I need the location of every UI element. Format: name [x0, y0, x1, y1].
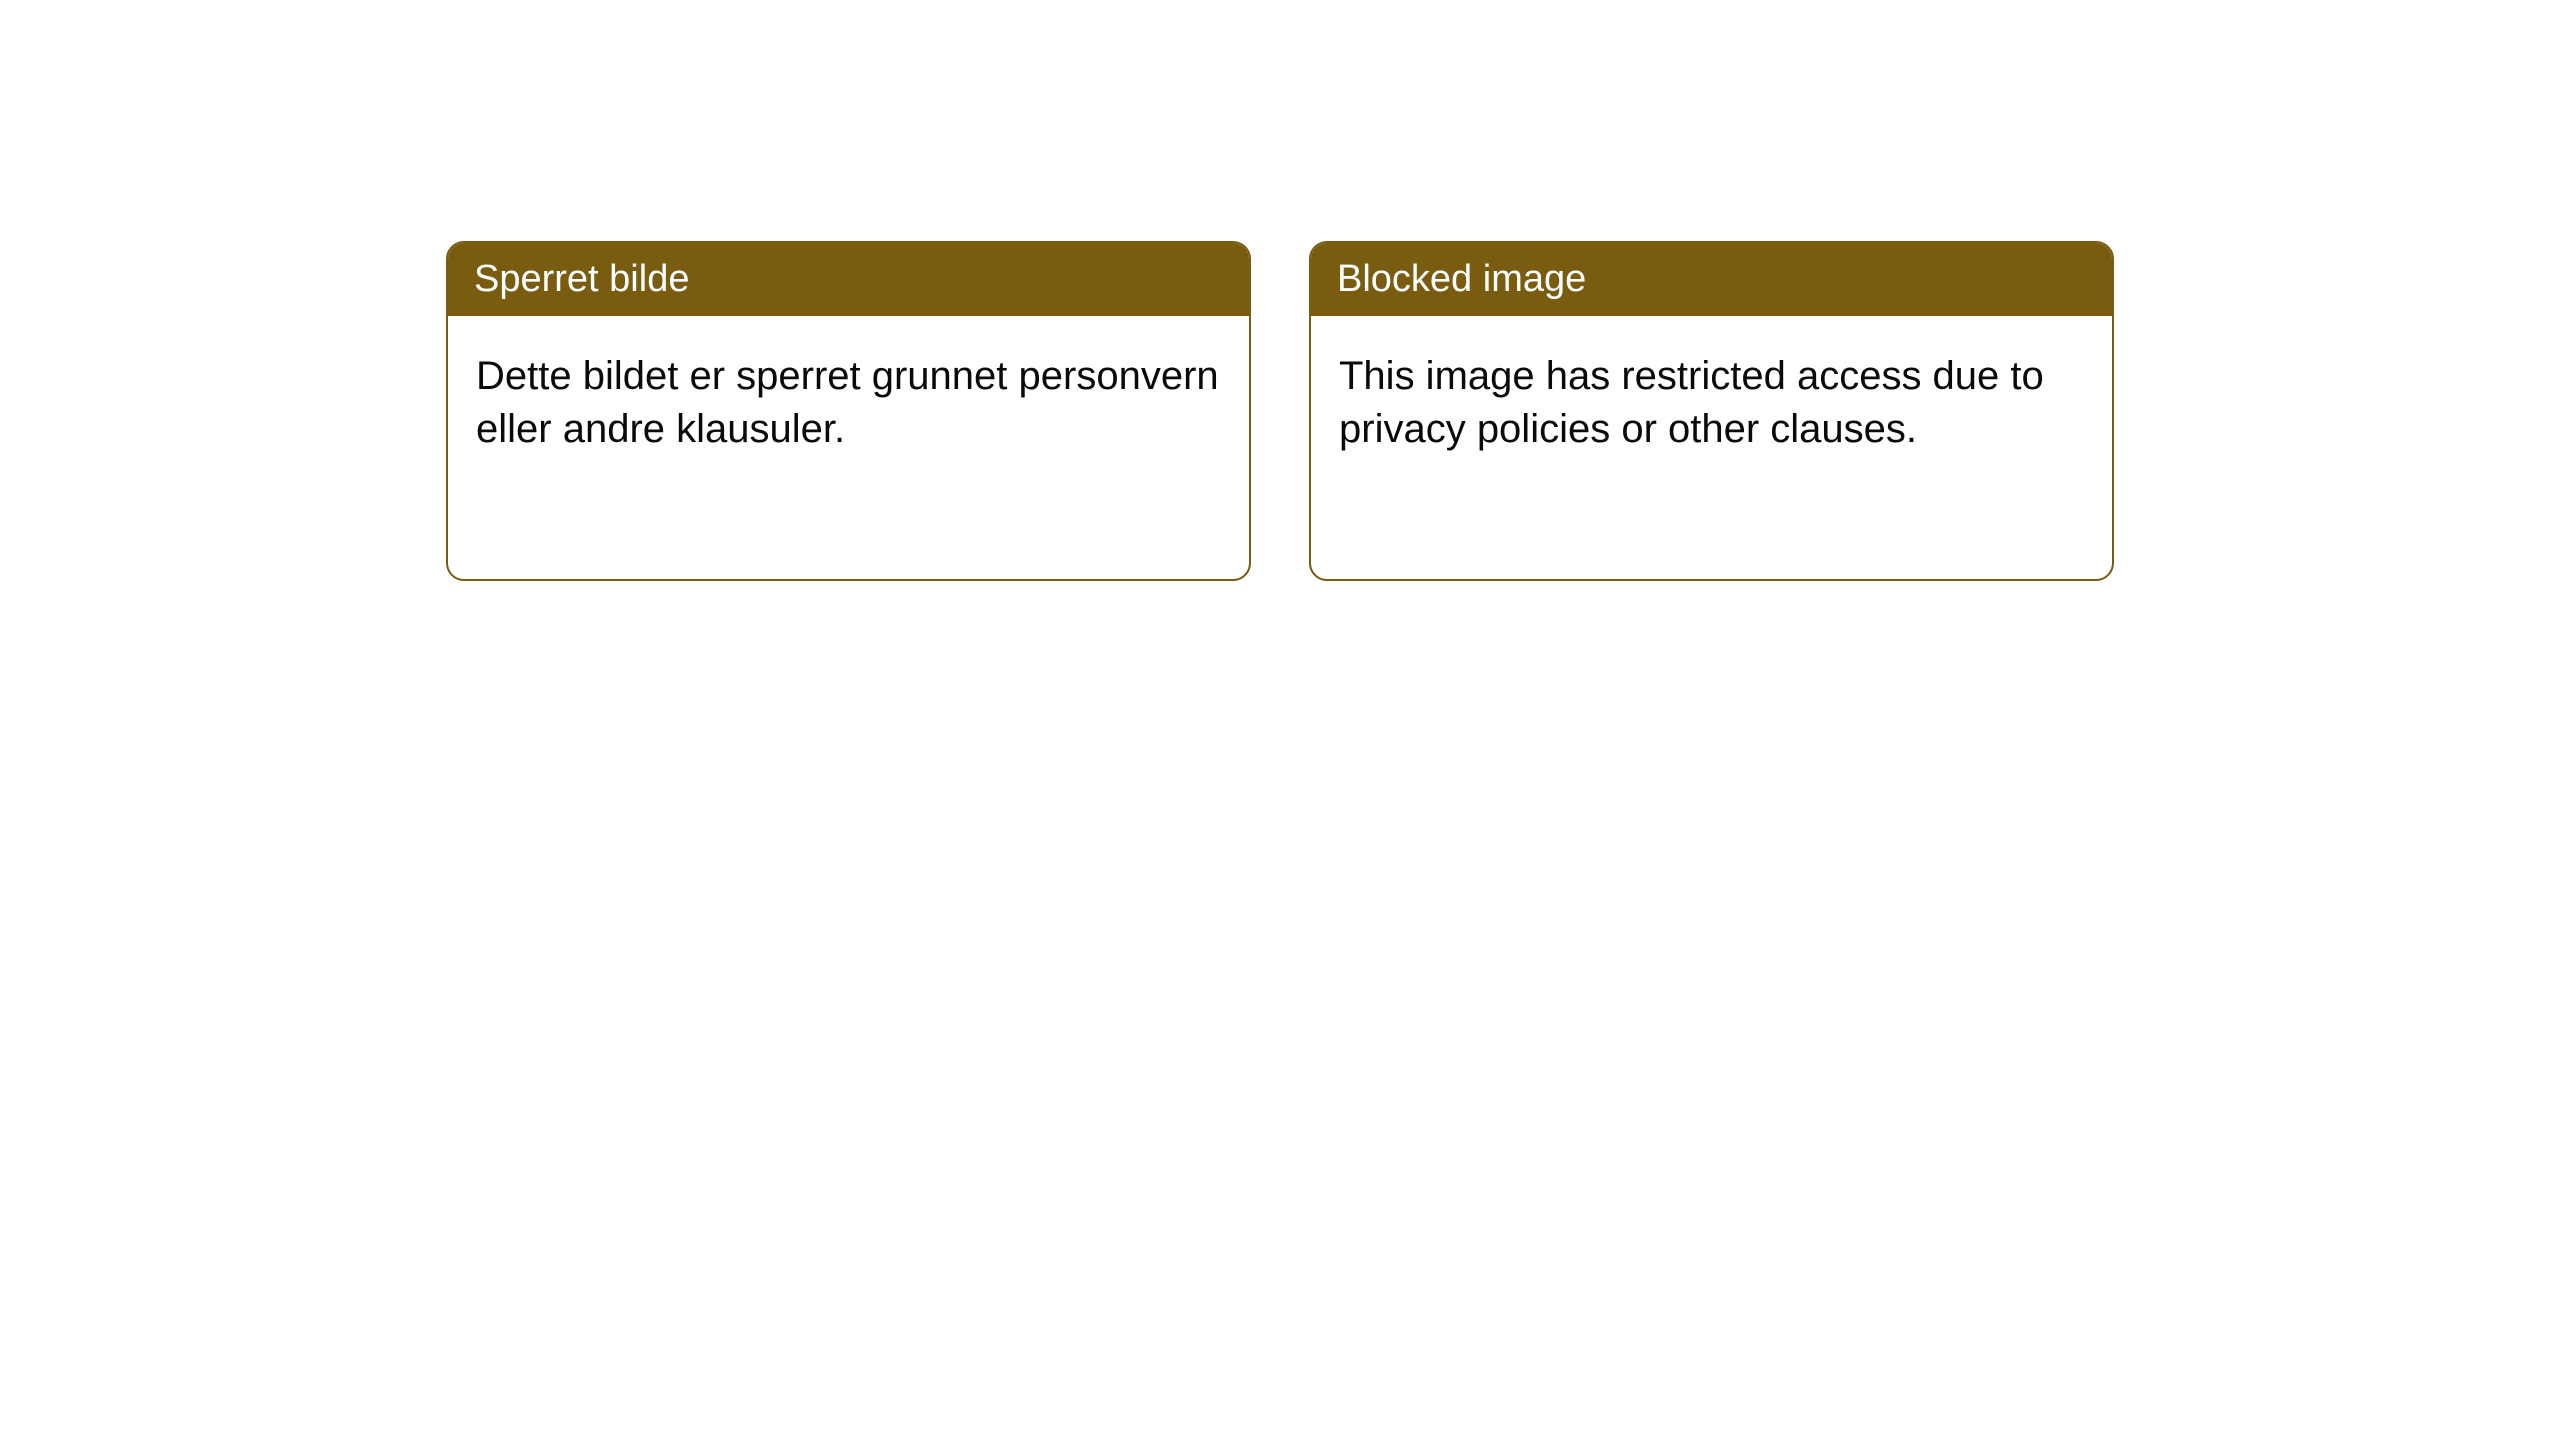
notice-card-english: Blocked image This image has restricted …	[1309, 241, 2114, 581]
notice-cards-container: Sperret bilde Dette bildet er sperret gr…	[446, 241, 2114, 581]
notice-card-header: Blocked image	[1311, 243, 2112, 316]
notice-card-norwegian: Sperret bilde Dette bildet er sperret gr…	[446, 241, 1251, 581]
notice-card-header: Sperret bilde	[448, 243, 1249, 316]
notice-card-body: This image has restricted access due to …	[1311, 316, 2112, 490]
notice-card-body: Dette bildet er sperret grunnet personve…	[448, 316, 1249, 490]
